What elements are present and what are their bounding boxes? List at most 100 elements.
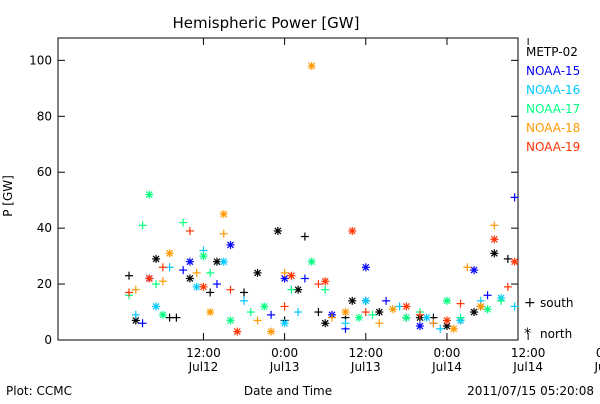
x-tick-label: 0:00 <box>271 346 298 360</box>
y-tick-label: 80 <box>37 109 52 123</box>
marker-stroke <box>274 227 282 235</box>
data-point-north <box>185 274 194 283</box>
data-point-north <box>402 302 411 311</box>
data-point-north <box>355 313 364 322</box>
data-point-north <box>321 277 330 286</box>
marker-stroke <box>402 314 410 322</box>
legend-item-noaa-16: NOAA-16 <box>526 83 580 97</box>
data-point-south <box>300 232 309 241</box>
data-point-north <box>348 226 357 235</box>
data-point-north <box>199 282 208 291</box>
data-point-south <box>294 308 303 317</box>
data-point-south <box>490 221 499 230</box>
marker-legend-label: south <box>540 296 574 310</box>
data-point-south <box>368 310 377 319</box>
x-tick-date-label: Jul13 <box>350 360 381 374</box>
series-legend: METP-02 NOAA-15 NOAA-16 NOAA-17 NOAA-18 NOAA-… <box>526 45 580 154</box>
data-point-south <box>503 254 512 263</box>
marker-stroke <box>260 303 268 310</box>
data-point-north <box>145 274 154 283</box>
data-point-north <box>470 266 479 275</box>
marker-legend-symbol: + <box>524 295 536 311</box>
data-point-north <box>341 308 350 317</box>
data-point-north <box>273 226 282 235</box>
y-tick-label: 60 <box>37 165 52 179</box>
data-point-south <box>206 288 215 297</box>
data-point-north <box>145 190 154 199</box>
data-point-north <box>294 285 303 294</box>
data-point-north <box>348 296 357 305</box>
data-point-north <box>361 263 370 272</box>
marker-stroke <box>152 303 160 310</box>
data-point-north <box>415 322 424 331</box>
marker-stroke <box>287 272 295 280</box>
marker-stroke <box>443 317 451 324</box>
marker-stroke <box>227 241 234 249</box>
data-point-south <box>287 285 296 294</box>
marker-stroke <box>220 258 228 266</box>
data-point-south <box>327 313 336 322</box>
marker-stroke <box>321 277 329 285</box>
data-point-north <box>267 327 276 336</box>
marker-stroke <box>511 258 519 266</box>
x-tick-label: 0:00 <box>433 346 460 360</box>
marker-stroke <box>233 328 241 336</box>
x-tick-date-label: Jul14 <box>431 360 462 374</box>
data-point-south <box>206 268 215 277</box>
data-point-south <box>226 285 235 294</box>
x-tick-label: 0:00 <box>596 346 600 360</box>
legend-item-metp-02: METP-02 <box>526 45 578 59</box>
marker-stroke <box>490 249 498 257</box>
data-point-south <box>131 285 140 294</box>
data-point-north <box>388 305 397 314</box>
marker-stroke <box>227 317 234 324</box>
data-point-north <box>165 249 174 258</box>
data-point-south <box>138 319 147 328</box>
data-point-south <box>503 282 512 291</box>
marker-stroke <box>477 303 485 310</box>
plot-area: 02040608010012:00Jul120:00Jul1312:00Jul1… <box>29 37 600 374</box>
x-tick-date-label: Jul15 <box>593 360 600 374</box>
x-tick-date-label: Jul12 <box>188 360 219 374</box>
data-point-south <box>165 263 174 272</box>
marker-stroke <box>470 266 478 274</box>
data-point-north <box>199 252 208 261</box>
data-point-north <box>192 282 201 291</box>
data-point-north <box>253 268 262 277</box>
data-point-south <box>253 316 262 325</box>
marker-stroke <box>321 319 329 327</box>
marker-stroke <box>423 314 431 322</box>
data-point-south <box>138 221 147 230</box>
series-noaa-15 <box>138 193 519 333</box>
data-point-south <box>125 271 134 280</box>
marker-stroke <box>186 275 194 282</box>
marker-stroke <box>308 62 316 70</box>
data-point-south <box>300 274 309 283</box>
data-point-north <box>402 313 411 322</box>
plot-frame <box>57 37 519 341</box>
marker-stroke <box>200 283 207 291</box>
marker-stroke <box>132 317 140 324</box>
marker-legend: + south * north <box>524 295 574 342</box>
data-point-south <box>125 288 134 297</box>
data-point-south <box>341 319 350 328</box>
data-point-south <box>497 296 506 305</box>
data-point-south <box>219 229 228 238</box>
marker-stroke <box>145 275 153 282</box>
marker-stroke <box>375 308 383 316</box>
data-point-south <box>510 193 519 202</box>
data-point-north <box>483 305 492 314</box>
data-point-south <box>510 302 519 311</box>
marker-stroke <box>362 263 370 271</box>
marker-stroke <box>145 191 153 199</box>
data-point-north <box>307 257 316 266</box>
data-point-north <box>361 296 370 305</box>
data-point-north <box>287 271 296 280</box>
data-point-south <box>192 268 201 277</box>
x-tick-label: 12:00 <box>186 346 221 360</box>
marker-stroke <box>308 258 316 266</box>
y-tick-label: 20 <box>37 277 52 291</box>
data-point-north <box>321 319 330 328</box>
marker-stroke <box>186 258 194 266</box>
data-point-north <box>185 257 194 266</box>
